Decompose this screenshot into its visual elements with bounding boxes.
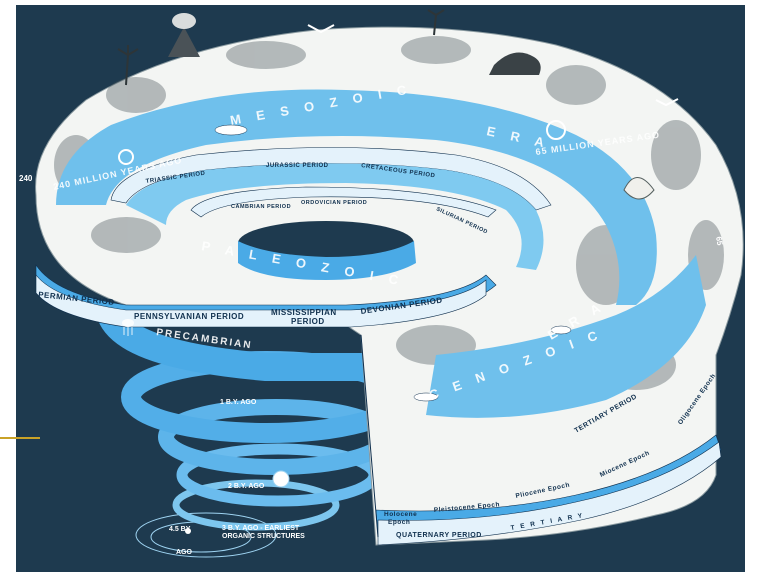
volcano-icon — [168, 13, 200, 57]
value-65: 65 — [714, 236, 725, 247]
cenozoic-water — [426, 255, 706, 418]
period-mississippian-1: MISSISSIPPIAN — [271, 308, 337, 317]
dinosaur-icon — [489, 52, 541, 75]
ammonite-icon — [118, 120, 566, 165]
shell-icon — [623, 177, 655, 200]
period-quaternary: QUATERNARY PERIOD — [396, 532, 482, 539]
period-ordovician: ORDOVICIAN PERIOD — [301, 200, 367, 206]
coil-3 — [172, 479, 340, 531]
jellyfish-icon — [122, 319, 134, 336]
geologic-time-spiral: M E S O Z O I C E R A P A L E O Z O I C … — [16, 5, 745, 572]
fish-icon — [214, 124, 572, 402]
slide-accent-line — [0, 437, 40, 439]
paleozoic-inner-band — [190, 186, 497, 218]
precambrian-coils — [97, 308, 411, 558]
label-3-by-ago-1: 3 B.Y. AGO - EARLIEST — [222, 525, 300, 532]
period-pennsylvanian: PENNSYLVANIAN PERIOD — [134, 312, 244, 321]
cenozoic-cut-edge — [360, 334, 379, 538]
palm-tree-icon — [117, 9, 445, 86]
pterosaur-icon — [307, 24, 679, 107]
inner-coil-wall — [238, 241, 416, 280]
period-cambrian: CAMBRIAN PERIOD — [231, 204, 291, 210]
label-1-by-ago: 1 B.Y. AGO — [220, 399, 257, 406]
label-4-5-by-1: 4.5 BY — [169, 526, 191, 533]
spiral-illustration: M E S O Z O I C E R A P A L E O Z O I C … — [19, 9, 744, 558]
value-240: 240 — [19, 174, 33, 183]
outer-water-channel — [56, 89, 657, 305]
origin-dot — [185, 528, 191, 534]
label-4-5-by-2: AGO — [176, 549, 193, 556]
label-3-by-ago-2: ORGANIC STRUCTURES — [222, 533, 305, 540]
permian-devonian-strip — [35, 274, 487, 328]
epoch-holocene-2: Epoch — [388, 519, 410, 526]
middle-water-channel — [126, 163, 544, 270]
epoch-holocene-1: Holocene — [384, 511, 417, 518]
period-mississippian-2: PERIOD — [291, 317, 325, 326]
label-2-by-ago: 2 B.Y. AGO — [228, 483, 265, 490]
earth-orb — [272, 470, 290, 488]
period-jurassic: JURASSIC PERIOD — [266, 163, 329, 169]
coil-4 — [135, 512, 277, 558]
cenozoic-epoch-strip — [377, 441, 722, 546]
